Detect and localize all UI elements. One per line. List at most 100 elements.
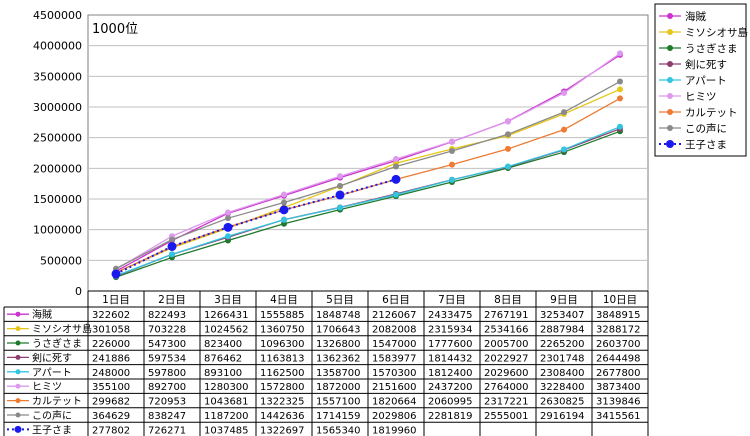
data-label: 299682 [92, 397, 130, 408]
row-label: うさぎさま [32, 337, 82, 350]
data-label: 2603700 [596, 339, 641, 350]
data-label: 893100 [204, 368, 242, 379]
legend-label: カルテット [685, 107, 738, 119]
series-line [115, 80, 621, 270]
row-label: この声に [32, 409, 72, 422]
row-label: 海賊 [32, 308, 52, 321]
data-label: 2151600 [372, 382, 417, 393]
data-point [279, 205, 289, 215]
y-tick-label: 0 [75, 285, 82, 298]
data-point [337, 204, 343, 211]
data-label: 597800 [148, 368, 186, 379]
table-row: 剣に死す 241886 597534 876462 1163813 1362362 1583… [7, 352, 641, 364]
legend-entry: ヒミツ [659, 91, 717, 103]
legend-swatch-marker [667, 125, 673, 131]
x-tick-label: 8日目 [494, 294, 522, 306]
row-key-marker [15, 398, 21, 404]
data-label: 2887984 [540, 325, 585, 336]
data-label: 3288172 [596, 325, 641, 336]
data-point [169, 236, 175, 243]
x-tick-label: 6日目 [382, 294, 410, 306]
legend-swatch-marker [667, 29, 673, 35]
data-label: 1565340 [316, 425, 361, 436]
y-tick-label: 4000000 [33, 40, 82, 53]
legend-entry: カルテット [659, 107, 738, 119]
data-label: 1706643 [316, 325, 361, 336]
data-label: 2630825 [540, 397, 585, 408]
table-row: ミソシオサ島 301058 703228 1024562 1360750 1706643 2… [7, 323, 641, 336]
data-label: 2677800 [596, 368, 641, 379]
data-label: 3228400 [540, 382, 585, 393]
data-label: 1812400 [428, 368, 473, 379]
data-label: 2534166 [484, 325, 529, 336]
row-key-marker [15, 326, 21, 332]
data-label: 2767191 [484, 310, 529, 321]
data-label: 248000 [92, 368, 130, 379]
x-tick-label: 9日目 [550, 294, 578, 306]
y-tick-label: 4500000 [33, 9, 82, 22]
data-point [281, 216, 287, 223]
row-label: 王子さま [32, 424, 72, 436]
row-label: 剣に死す [32, 352, 72, 364]
legend-swatch-marker [667, 77, 673, 83]
legend-entry: 剣に死す [659, 59, 727, 71]
data-point [223, 222, 233, 232]
legend-label: 海賊 [685, 10, 706, 23]
data-point [169, 251, 175, 258]
data-label: 1037485 [204, 425, 249, 436]
legend-entry: 海賊 [659, 10, 706, 23]
table-row: ヒミツ 355100 892700 1280300 1572800 1872000 2151… [7, 381, 641, 393]
data-point [561, 89, 567, 96]
y-tick-label: 2000000 [33, 162, 82, 175]
data-point [505, 118, 511, 125]
data-point [449, 138, 455, 145]
y-axis-ticks: 0 500000 1000000 1500000 2000000 2500000 30000… [33, 9, 82, 298]
data-label: 1572800 [260, 382, 305, 393]
series-line [115, 178, 397, 275]
table-row: 王子さま 277802 726271 1037485 1322697 1565340 181… [7, 424, 417, 436]
data-point [393, 156, 399, 163]
legend-swatch-marker [666, 140, 674, 148]
data-label: 3848915 [596, 310, 641, 321]
data-label: 301058 [92, 325, 130, 336]
data-label: 1280300 [204, 382, 249, 393]
data-label: 2315934 [428, 325, 473, 336]
data-label: 2437200 [428, 382, 473, 393]
data-point [617, 86, 623, 93]
data-point [225, 215, 231, 222]
data-point [393, 191, 399, 198]
y-tick-label: 3500000 [33, 70, 82, 83]
data-label: 2764000 [484, 382, 529, 393]
data-point [449, 148, 455, 155]
x-tick-label: 1日目 [102, 294, 130, 306]
data-label: 3873400 [596, 382, 641, 393]
row-key-marker [15, 383, 21, 389]
data-point [281, 199, 287, 206]
table-row: アパート 248000 597800 893100 1162500 1358700 1570… [7, 367, 641, 379]
row-key-marker [15, 311, 21, 317]
data-label: 2916194 [540, 411, 585, 422]
data-point [111, 269, 121, 279]
legend-entry: この声に [659, 122, 727, 135]
row-key-marker [15, 412, 21, 418]
legend-label: ミソシオサ島 [685, 26, 748, 39]
data-label: 1360750 [260, 325, 305, 336]
data-label: 822493 [148, 310, 186, 321]
table-row: カルテット 299682 720953 1043681 1322325 1557100 18… [7, 396, 641, 408]
data-point [561, 126, 567, 133]
data-label: 1322697 [260, 425, 305, 436]
data-label: 1043681 [204, 397, 249, 408]
legend-swatch-marker [667, 93, 673, 99]
data-point [449, 161, 455, 168]
data-label: 2644498 [596, 353, 641, 364]
data-label: 1570300 [372, 368, 417, 379]
data-label: 1326800 [316, 339, 361, 350]
table-row: うさぎさま 226000 547300 823400 1096300 1326800 154… [7, 337, 641, 350]
data-label: 2281819 [428, 411, 473, 422]
series-line [115, 130, 621, 278]
y-tick-label: 3000000 [33, 101, 82, 114]
data-label: 1814432 [428, 353, 473, 364]
